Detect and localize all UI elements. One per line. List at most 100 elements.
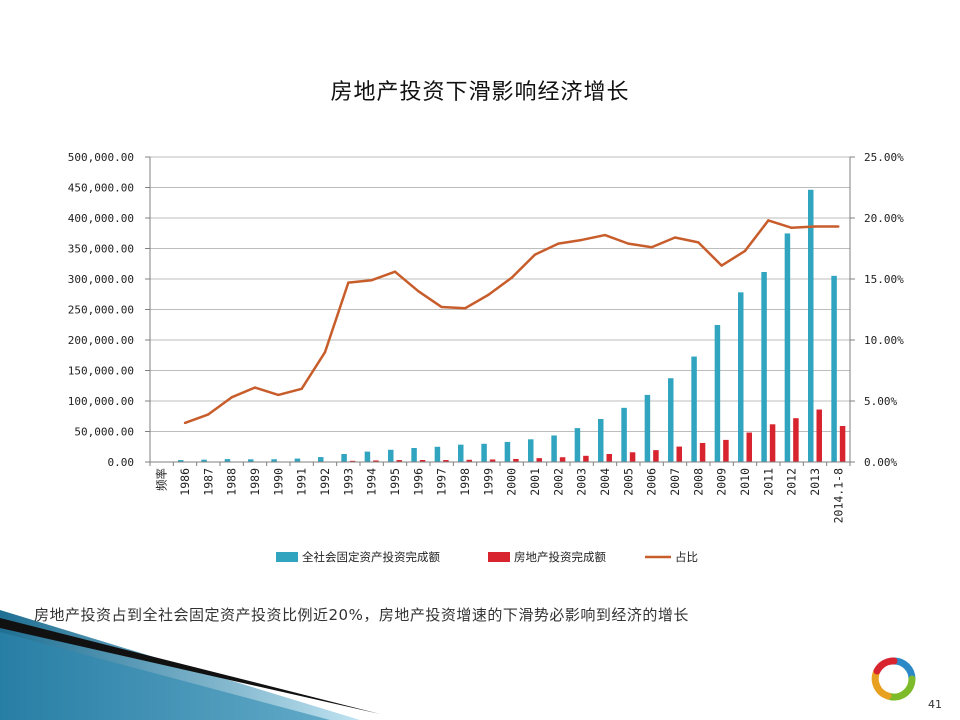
legend-item-real-estate-investment: 房地产投资完成额 [488,550,606,564]
line-point [487,293,490,297]
bar-real-estate-investment [676,446,682,462]
bar-real-estate-investment [513,458,519,462]
bar-total-investment [201,459,207,462]
y-right-tick-label: 25.00% [864,151,904,164]
line-point [557,242,560,245]
legend-label: 占比 [675,550,698,564]
bar-total-investment [341,454,347,462]
line-point [650,246,653,249]
bar-total-investment [388,449,394,462]
legend-item-total-investment: 全社会固定资产投资完成额 [276,550,440,564]
bar-real-estate-investment [723,439,729,462]
bar-real-estate-investment [559,457,566,462]
bar-real-estate-investment [793,418,799,462]
bar-total-investment [458,444,464,462]
line-point [417,290,420,293]
bar-total-investment [621,407,627,462]
y-left-tick-label: 150,000.00 [68,365,134,378]
bar-total-investment [528,439,534,462]
line-point [743,249,747,253]
line-point [673,236,677,239]
line-point [837,225,840,228]
legend: 全社会固定资产投资完成额 房地产投资完成额 占比 [276,550,698,564]
legend-swatch [488,552,510,562]
y-left-tick-label: 200,000.00 [68,334,134,347]
bar-total-investment [738,292,744,462]
x-tick-label: 1998 [458,468,472,496]
bar-real-estate-investment [839,426,846,462]
line-point [580,238,583,242]
x-tick-label: 1993 [341,468,355,496]
x-tick-label: 1988 [225,468,239,496]
caption-text: 房地产投资占到全社会固定资产投资比例近20%，房地产投资增速的下滑势必影响到经济… [34,606,689,624]
line-point [440,305,443,309]
y-left-tick-label: 100,000.00 [68,395,134,408]
legend-item-ratio: 占比 [645,550,698,564]
x-tick-label: 1989 [248,468,262,496]
bar-total-investment [831,275,837,462]
x-tick-label: 1994 [365,468,379,496]
line-point [697,241,700,244]
ratio-line [183,219,840,425]
y-right-tick-label: 5.00% [864,395,897,408]
line-point [207,413,210,416]
x-tick-label: 2007 [668,468,682,496]
y-right-tick-label: 20.00% [864,212,904,225]
bar-real-estate-investment [396,460,402,462]
bar-real-estate-investment [489,459,496,462]
y-left-tick-label: 50,000.00 [74,426,134,439]
page-number: 41 [928,698,942,711]
bar-real-estate-investment [699,442,706,462]
bar-total-investment [248,459,254,462]
x-tick-label: 2009 [715,468,729,496]
bar-total-investment [784,233,791,462]
x-tick-label: 1987 [201,468,215,496]
legend-label: 房地产投资完成额 [514,550,606,564]
bar-total-investment [318,457,324,462]
y-left-tick-label: 250,000.00 [68,304,134,317]
line-point [510,276,513,279]
line-point [300,387,303,390]
line-point [790,226,793,229]
line-point [323,351,327,354]
y-left-tick-label: 450,000.00 [68,182,134,195]
bar-real-estate-investment [443,460,449,462]
x-tick-label: 1999 [481,468,495,496]
line-point [183,421,187,425]
bar-real-estate-investment [629,452,636,462]
x-tick-label: 2006 [645,468,659,496]
line-point [370,279,373,282]
x-tick-label: 1995 [388,468,402,496]
y-left-tick-label: 400,000.00 [68,212,134,225]
x-tick-label: 2010 [738,468,752,496]
bar-real-estate-investment [373,460,379,462]
bar-real-estate-investment [466,459,472,462]
x-tick-label: 2002 [551,468,565,496]
bar-total-investment [224,459,231,462]
bar-real-estate-investment [419,460,426,462]
x-tick-label: 1992 [318,468,332,496]
line-point [603,233,607,237]
y-left-tick-label: 300,000.00 [68,273,134,286]
bar-real-estate-investment [349,460,356,462]
y-right-tick-label: 0.00% [864,456,897,469]
x-tick-label: 1990 [271,468,285,496]
bar-total-investment [551,435,557,462]
y-left-tick-label: 350,000.00 [68,243,134,256]
bar-total-investment [574,428,581,462]
bar-total-investment [271,459,277,462]
line-point [253,386,257,389]
bar-real-estate-investment [536,458,542,462]
bar-total-investment [364,451,371,462]
y-left-tick-label: 500,000.00 [68,151,134,164]
x-tick-label: 1996 [411,468,425,496]
y-right-tick-label: 15.00% [864,273,904,286]
line-point [277,393,280,397]
bar-total-investment [808,189,814,462]
bar-real-estate-investment [606,453,612,462]
bar-real-estate-investment [769,424,776,462]
line-point [533,253,537,256]
x-tick-label: 2014.1-8 [831,468,845,523]
line-point [347,281,350,284]
